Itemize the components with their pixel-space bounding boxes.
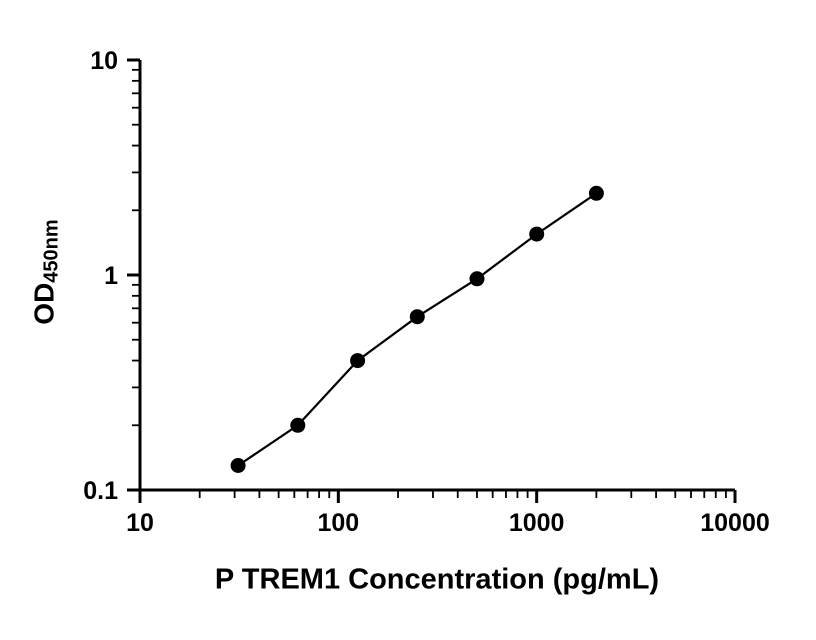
x-axis-title: P TREM1 Concentration (pg/mL) xyxy=(214,563,660,596)
y-axis-title-main: OD xyxy=(28,282,60,325)
y-tick-label: 1 xyxy=(104,262,118,290)
data-point-marker xyxy=(469,271,485,287)
data-point-marker xyxy=(529,226,545,242)
x-tick-label: 10000 xyxy=(700,509,770,537)
data-point-marker xyxy=(350,353,366,369)
x-tick-label: 100 xyxy=(317,509,359,537)
y-axis-title: OD450nm xyxy=(29,219,64,324)
data-point-marker xyxy=(588,185,604,201)
y-tick-label: 0.1 xyxy=(83,477,118,505)
data-point-marker xyxy=(409,309,425,325)
x-tick-label: 10 xyxy=(126,509,154,537)
data-point-marker xyxy=(230,458,246,473)
data-point-marker xyxy=(290,417,306,433)
y-axis-title-subscript: 450nm xyxy=(40,219,63,283)
y-tick-label: 10 xyxy=(90,47,118,75)
x-tick-label: 1000 xyxy=(509,509,565,537)
